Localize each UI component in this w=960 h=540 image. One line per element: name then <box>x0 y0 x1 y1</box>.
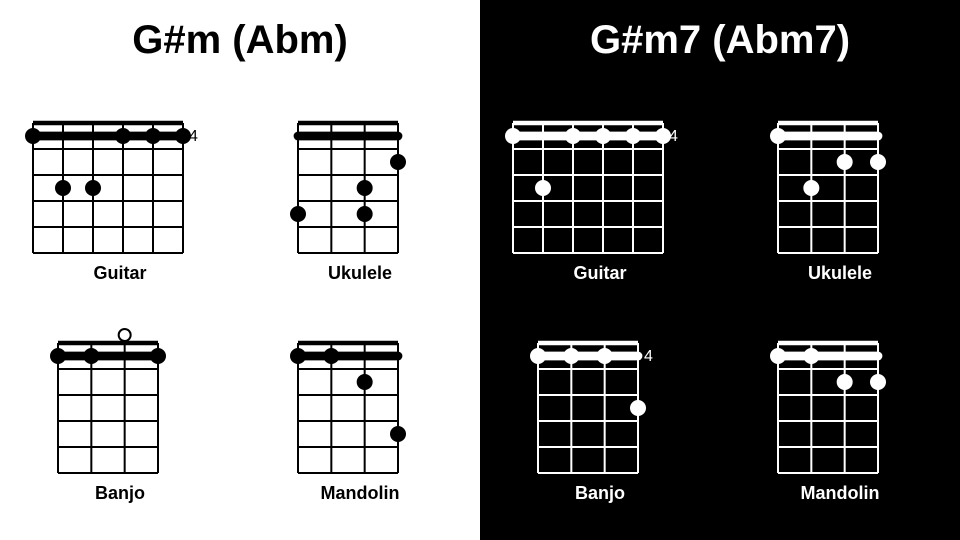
diagram-guitar-right: 4 <box>503 107 697 257</box>
chord-diagram <box>768 327 912 477</box>
chord-diagram <box>48 327 192 477</box>
diagram-guitar-left: 4 <box>23 107 217 257</box>
cell-banjo-right: 4 Banjo <box>480 305 720 525</box>
panel-right: G#m7 (Abm7) 4 Guitar Ukulele 4 Banjo Man… <box>480 0 960 540</box>
chord-diagram <box>768 107 912 257</box>
cell-guitar-right: 4 Guitar <box>480 85 720 305</box>
chord-diagram: 4 <box>23 107 217 257</box>
chord-grid-left: 4 Guitar Ukulele Banjo Mandolin <box>0 85 480 525</box>
diagram-ukulele-right <box>768 107 912 257</box>
diagram-mandolin-left <box>288 327 432 477</box>
label-banjo-right: Banjo <box>575 483 625 504</box>
cell-ukulele-left: Ukulele <box>240 85 480 305</box>
svg-text:4: 4 <box>644 348 653 365</box>
cell-guitar-left: 4 Guitar <box>0 85 240 305</box>
label-banjo-left: Banjo <box>95 483 145 504</box>
diagram-mandolin-right <box>768 327 912 477</box>
svg-text:4: 4 <box>189 128 198 145</box>
label-mandolin-right: Mandolin <box>801 483 880 504</box>
label-ukulele-right: Ukulele <box>808 263 872 284</box>
chord-diagram <box>288 327 432 477</box>
diagram-banjo-right: 4 <box>528 327 672 477</box>
panel-title-right: G#m7 (Abm7) <box>480 0 960 63</box>
cell-banjo-left: Banjo <box>0 305 240 525</box>
diagram-banjo-left <box>48 327 192 477</box>
cell-ukulele-right: Ukulele <box>720 85 960 305</box>
label-guitar-right: Guitar <box>573 263 626 284</box>
chord-grid-right: 4 Guitar Ukulele 4 Banjo Mandolin <box>480 85 960 525</box>
diagram-ukulele-left <box>288 107 432 257</box>
label-ukulele-left: Ukulele <box>328 263 392 284</box>
panel-left: G#m (Abm) 4 Guitar Ukulele Banjo Mandoli… <box>0 0 480 540</box>
label-mandolin-left: Mandolin <box>321 483 400 504</box>
panel-title-left: G#m (Abm) <box>0 0 480 63</box>
chord-diagram: 4 <box>528 327 672 477</box>
svg-text:4: 4 <box>669 128 678 145</box>
chord-diagram: 4 <box>503 107 697 257</box>
cell-mandolin-left: Mandolin <box>240 305 480 525</box>
cell-mandolin-right: Mandolin <box>720 305 960 525</box>
label-guitar-left: Guitar <box>93 263 146 284</box>
chord-diagram <box>288 107 432 257</box>
